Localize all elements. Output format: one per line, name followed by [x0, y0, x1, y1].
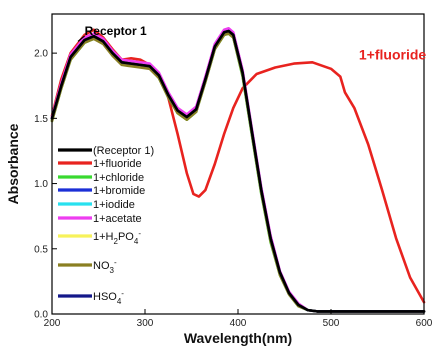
series-line-0: [50, 29, 426, 313]
y-tick-label-2: 1.0: [34, 179, 48, 190]
x-tick-label-3: 500: [323, 318, 340, 329]
legend-label-1: 1+fluoride: [93, 158, 142, 170]
legend-label-3: 1+bromide: [93, 185, 145, 197]
y-axis-title: Absorbance: [5, 123, 21, 204]
legend-label-5: 1+acetate: [93, 213, 142, 225]
x-tick-label-0: 200: [44, 318, 61, 329]
annotation-receptor-1-pointer: [77, 35, 86, 42]
y-tick-label-1: 0.5: [34, 244, 48, 255]
x-axis-title: Wavelength(nm): [184, 330, 292, 346]
annotation-fluoride: 1+fluoride: [359, 46, 427, 62]
legend-label-2: 1+chloride: [93, 172, 144, 184]
legend-label-7: NO3-: [93, 258, 117, 275]
legend-label-8: HSO4-: [93, 289, 124, 306]
x-tick-label-1: 300: [137, 318, 154, 329]
annotation-layer: Receptor 1 1+fluoride: [77, 24, 427, 62]
ticks-layer: 200 300 400 500 600 0.0 0.5 1.0 1.5 2.0: [34, 49, 433, 329]
legend-label-6: 1+H2PO4-: [93, 229, 141, 246]
x-tick-label-4: 600: [416, 318, 433, 329]
y-tick-label-3: 1.5: [34, 114, 48, 125]
legend-label-4: 1+iodide: [93, 199, 135, 211]
series-layer: [50, 27, 426, 313]
y-tick-label-4: 2.0: [34, 49, 48, 60]
legend-label-0: (Receptor 1): [93, 145, 154, 157]
annotation-receptor-1: Receptor 1: [85, 24, 147, 38]
x-tick-label-2: 400: [230, 318, 247, 329]
y-tick-label-0: 0.0: [34, 310, 48, 321]
legend: (Receptor 1)1+fluoride 1+chloride1+bromid…: [58, 145, 154, 306]
